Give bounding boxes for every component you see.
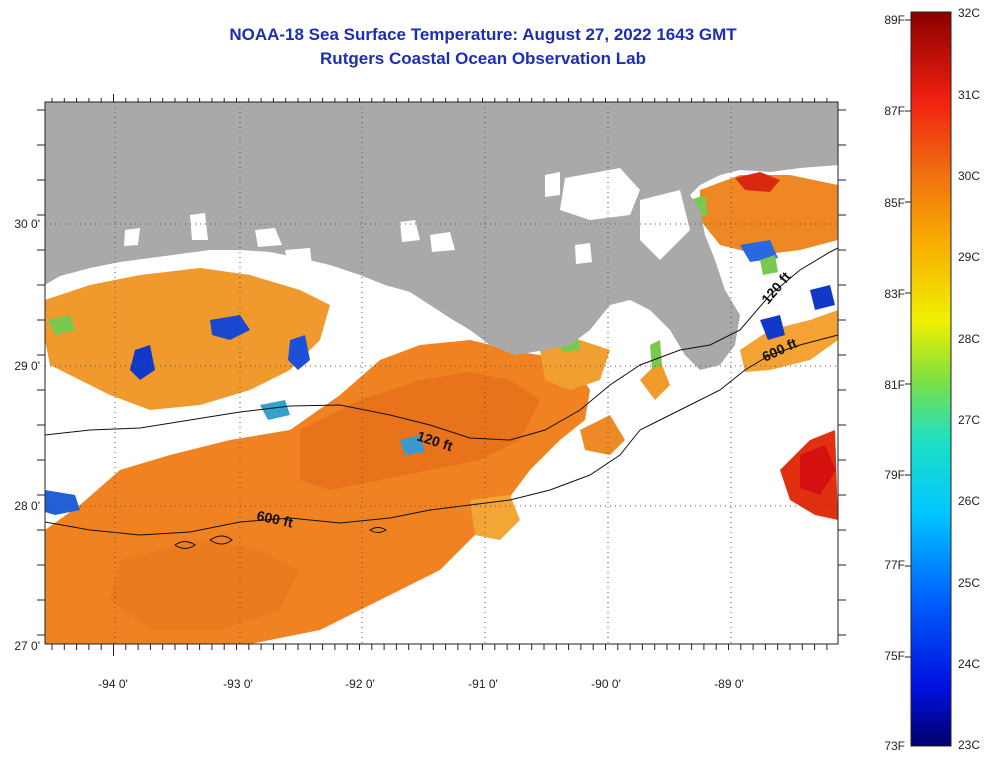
cb-c-29: 29C (958, 250, 980, 264)
cb-f-77: 77F (884, 558, 905, 572)
cb-f-89: 89F (884, 13, 905, 27)
cb-f-85: 85F (884, 196, 905, 210)
cb-c-27: 27C (958, 413, 980, 427)
cb-c-26: 26C (958, 494, 980, 508)
cb-f-81: 81F (884, 378, 905, 392)
lat-label-30: 30 0' (14, 217, 40, 231)
temperature-colorbar: 89F 87F 85F 83F 81F 79F 77F 75F 73F 32C … (884, 6, 980, 753)
axis-ticks (37, 94, 846, 656)
lon-label-90: -90 0' (591, 677, 621, 691)
fahrenheit-scale: 89F 87F 85F 83F 81F 79F 77F 75F 73F (884, 13, 905, 753)
cb-f-87: 87F (884, 104, 905, 118)
lat-label-27: 27 0' (14, 639, 40, 653)
map-frame (44, 101, 839, 645)
latitude-labels: 30 0' 29 0' 28 0' 27 0' (14, 217, 40, 653)
lon-label-94: -94 0' (98, 677, 128, 691)
cb-f-73: 73F (884, 739, 905, 753)
cool-water-patches (45, 240, 835, 515)
cb-c-25: 25C (958, 576, 980, 590)
page-subtitle: Rutgers Coastal Ocean Observation Lab (320, 49, 646, 68)
contour-label-600ft-center: 600 ft (255, 507, 294, 530)
lon-label-91: -91 0' (468, 677, 498, 691)
page-title: NOAA-18 Sea Surface Temperature: August … (229, 25, 737, 44)
inland-cloud (124, 168, 690, 266)
graticule (45, 102, 838, 644)
colorbar-gradient (910, 11, 952, 747)
cb-f-79: 79F (884, 468, 905, 482)
cb-c-28: 28C (958, 332, 980, 346)
cb-c-32: 32C (958, 6, 980, 20)
cb-c-30: 30C (958, 169, 980, 183)
contour-line-600ft (45, 334, 838, 536)
lon-label-89: -89 0' (714, 677, 744, 691)
lat-label-29: 29 0' (14, 359, 40, 373)
bathymetry-contours (45, 247, 838, 549)
contour-line-120ft (45, 247, 838, 441)
lon-label-93: -93 0' (223, 677, 253, 691)
lat-label-28: 28 0' (14, 499, 40, 513)
celsius-scale: 32C 31C 30C 29C 28C 27C 26C 25C 24C 23C (958, 6, 980, 752)
cb-c-31: 31C (958, 88, 980, 102)
lon-label-92: -92 0' (345, 677, 375, 691)
cb-c-23: 23C (958, 738, 980, 752)
cb-c-24: 24C (958, 657, 980, 671)
longitude-labels: -94 0' -93 0' -92 0' -91 0' -90 0' -89 0… (98, 677, 744, 691)
cb-f-83: 83F (884, 287, 905, 301)
map-panel (45, 102, 838, 644)
cb-f-75: 75F (884, 649, 905, 663)
